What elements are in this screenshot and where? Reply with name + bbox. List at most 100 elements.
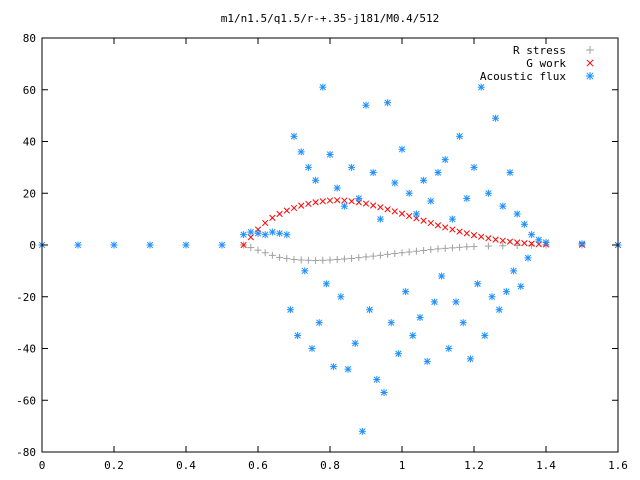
x-tick-label: 0.4 <box>176 459 196 472</box>
data-point <box>319 83 327 91</box>
data-point <box>370 202 377 209</box>
legend-label: R stress <box>513 44 566 57</box>
data-point <box>312 199 319 206</box>
data-point <box>276 253 284 261</box>
data-point <box>373 376 381 384</box>
data-point <box>355 254 363 262</box>
data-point <box>535 236 543 244</box>
data-point <box>434 222 442 229</box>
data-point <box>499 242 507 250</box>
data-point <box>376 251 384 259</box>
x-tick-label: 1.6 <box>608 459 628 472</box>
data-point <box>506 169 514 177</box>
data-point <box>412 247 420 255</box>
data-point <box>520 220 528 228</box>
series-2 <box>240 197 622 249</box>
data-point <box>442 224 449 231</box>
data-point <box>362 101 370 109</box>
data-point <box>276 229 284 237</box>
data-point <box>420 176 428 184</box>
data-point <box>470 243 478 251</box>
data-point <box>517 282 525 290</box>
data-point <box>452 298 460 306</box>
data-point <box>254 246 262 254</box>
data-point <box>182 241 190 249</box>
data-point <box>456 243 464 251</box>
data-point <box>333 184 341 192</box>
data-point <box>218 241 226 249</box>
data-point <box>344 365 352 373</box>
data-point <box>391 250 399 258</box>
legend-marker <box>586 59 594 67</box>
data-point <box>405 189 413 197</box>
data-point <box>337 293 345 301</box>
y-tick-label: 20 <box>23 187 36 200</box>
data-point <box>499 202 507 210</box>
data-point <box>470 232 478 239</box>
data-point <box>463 243 471 251</box>
data-point <box>290 204 298 212</box>
data-point <box>268 228 276 236</box>
y-tick-label: 40 <box>23 136 36 149</box>
data-point <box>484 189 492 197</box>
data-point <box>380 388 388 396</box>
data-point <box>466 355 474 363</box>
data-point <box>492 114 500 122</box>
data-point <box>240 231 248 239</box>
data-point <box>506 238 514 245</box>
data-point <box>283 254 291 262</box>
data-point <box>448 215 456 223</box>
data-point <box>492 236 499 243</box>
series-3 <box>38 83 622 435</box>
data-point <box>326 150 334 158</box>
data-point <box>366 306 374 314</box>
axis-ticks: 0 0.2 0.4 0.6 0.8 1 1.2 1.4 1.6 -80 -60 -40 -20 0 20 40… <box>16 32 628 472</box>
y-tick-label: -20 <box>16 291 36 304</box>
data-point <box>409 332 417 340</box>
y-tick-label: -40 <box>16 343 36 356</box>
y-tick-label: 60 <box>23 84 36 97</box>
data-point <box>416 313 424 321</box>
data-point <box>463 230 470 237</box>
data-point <box>297 148 305 156</box>
data-point <box>290 255 298 263</box>
x-tick-label: 0.6 <box>248 459 268 472</box>
data-point <box>362 200 370 207</box>
data-point <box>304 163 312 171</box>
data-point <box>514 239 521 246</box>
data-point <box>420 246 428 254</box>
data-point <box>146 241 154 249</box>
data-point <box>528 241 536 249</box>
data-point <box>326 197 334 204</box>
data-point <box>377 204 384 211</box>
data-point <box>488 293 496 301</box>
data-point <box>297 256 305 264</box>
data-point <box>463 194 471 202</box>
data-point <box>477 83 485 91</box>
data-point <box>262 219 269 227</box>
data-point <box>427 197 435 205</box>
data-point <box>384 206 391 213</box>
data-point <box>240 241 247 249</box>
y-tick-label: 0 <box>29 239 36 252</box>
data-point <box>528 240 535 247</box>
data-point <box>542 238 550 246</box>
data-point <box>441 156 449 164</box>
data-point <box>474 280 482 288</box>
x-tick-label: 0.8 <box>320 459 340 472</box>
data-point <box>312 176 320 184</box>
data-point <box>478 233 485 240</box>
legend-marker <box>586 46 594 54</box>
data-point <box>441 244 449 252</box>
data-point <box>456 132 464 140</box>
data-point <box>521 240 528 247</box>
x-tick-label: 1.4 <box>536 459 556 472</box>
data-point <box>301 267 309 275</box>
data-point <box>319 198 326 205</box>
data-point <box>304 256 312 264</box>
data-point <box>513 210 521 218</box>
data-point <box>502 288 510 296</box>
data-point <box>312 257 320 265</box>
